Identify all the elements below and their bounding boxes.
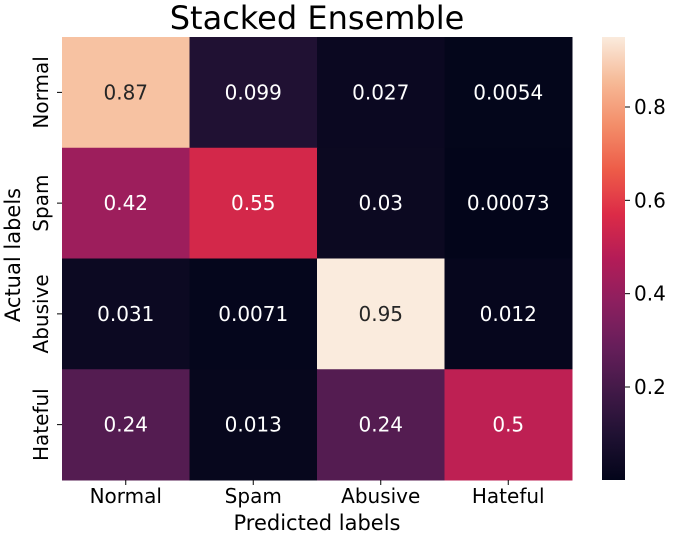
heatmap-cell <box>317 258 445 370</box>
heatmap-cell <box>444 258 573 370</box>
x-tick-labels: Normal Spam Abusive Hateful <box>90 480 545 508</box>
x-tick-label: Hateful <box>472 484 545 508</box>
x-axis-label: Predicted labels <box>234 511 401 535</box>
colorbar-tick-label: 0.4 <box>634 282 666 306</box>
heatmap-cell <box>62 258 190 370</box>
y-tick-label: Spam <box>29 175 53 232</box>
x-tick-label: Normal <box>90 484 162 508</box>
heatmap-cell <box>317 369 445 481</box>
chart-title: Stacked Ensemble <box>170 0 465 37</box>
cell-value-label: 0.0054 <box>473 80 543 104</box>
cell-value-label: 0.0071 <box>218 302 288 326</box>
heatmap-cell <box>444 369 573 481</box>
cell-value-label: 0.099 <box>225 80 282 104</box>
colorbar-tick-label: 0.6 <box>634 188 666 212</box>
x-tick-label: Abusive <box>341 484 420 508</box>
cell-value-label: 0.03 <box>358 191 403 215</box>
colorbar-tick-label: 0.2 <box>634 375 666 399</box>
cell-value-label: 0.24 <box>103 413 148 437</box>
heatmap-cells: 0.87 0.099 0.027 0.0054 0.42 0.55 0.03 0.00073 0… <box>62 37 573 481</box>
y-tick-label: Normal <box>29 56 53 128</box>
cell-value-label: 0.012 <box>480 302 537 326</box>
heatmap-cell <box>189 37 318 149</box>
cell-value-label: 0.5 <box>492 413 524 437</box>
cell-value-label: 0.027 <box>352 80 409 104</box>
heatmap-cell <box>62 369 190 481</box>
colorbar-ticks: 0.2 0.4 0.6 0.8 <box>625 95 666 399</box>
heatmap-cell <box>189 258 318 370</box>
heatmap-cell <box>62 147 190 259</box>
y-axis-label: Actual labels <box>1 188 25 322</box>
heatmap-cell <box>189 147 318 259</box>
y-tick-label: Abusive <box>29 274 53 353</box>
cell-value-label: 0.42 <box>103 191 148 215</box>
cell-value-label: 0.24 <box>358 413 403 437</box>
y-tick-label: Hateful <box>29 388 53 461</box>
colorbar-tick-label: 0.8 <box>634 95 666 119</box>
cell-value-label: 0.95 <box>358 302 403 326</box>
heatmap-cell <box>317 147 445 259</box>
cell-value-label: 0.87 <box>103 80 148 104</box>
cell-value-label: 0.55 <box>231 191 276 215</box>
heatmap-cell <box>189 369 318 481</box>
cell-value-label: 0.00073 <box>467 191 550 215</box>
heatmap-cell <box>444 147 573 259</box>
heatmap-cell <box>317 37 445 149</box>
colorbar: 0.2 0.4 0.6 0.8 <box>602 37 666 480</box>
heatmap-cell <box>444 37 573 149</box>
colorbar-gradient <box>602 37 625 480</box>
heatmap-cell <box>62 37 190 149</box>
cell-value-label: 0.031 <box>97 302 154 326</box>
x-tick-label: Spam <box>225 484 282 508</box>
y-tick-labels: Normal Spam Abusive Hateful <box>29 56 62 461</box>
cell-value-label: 0.013 <box>225 413 282 437</box>
